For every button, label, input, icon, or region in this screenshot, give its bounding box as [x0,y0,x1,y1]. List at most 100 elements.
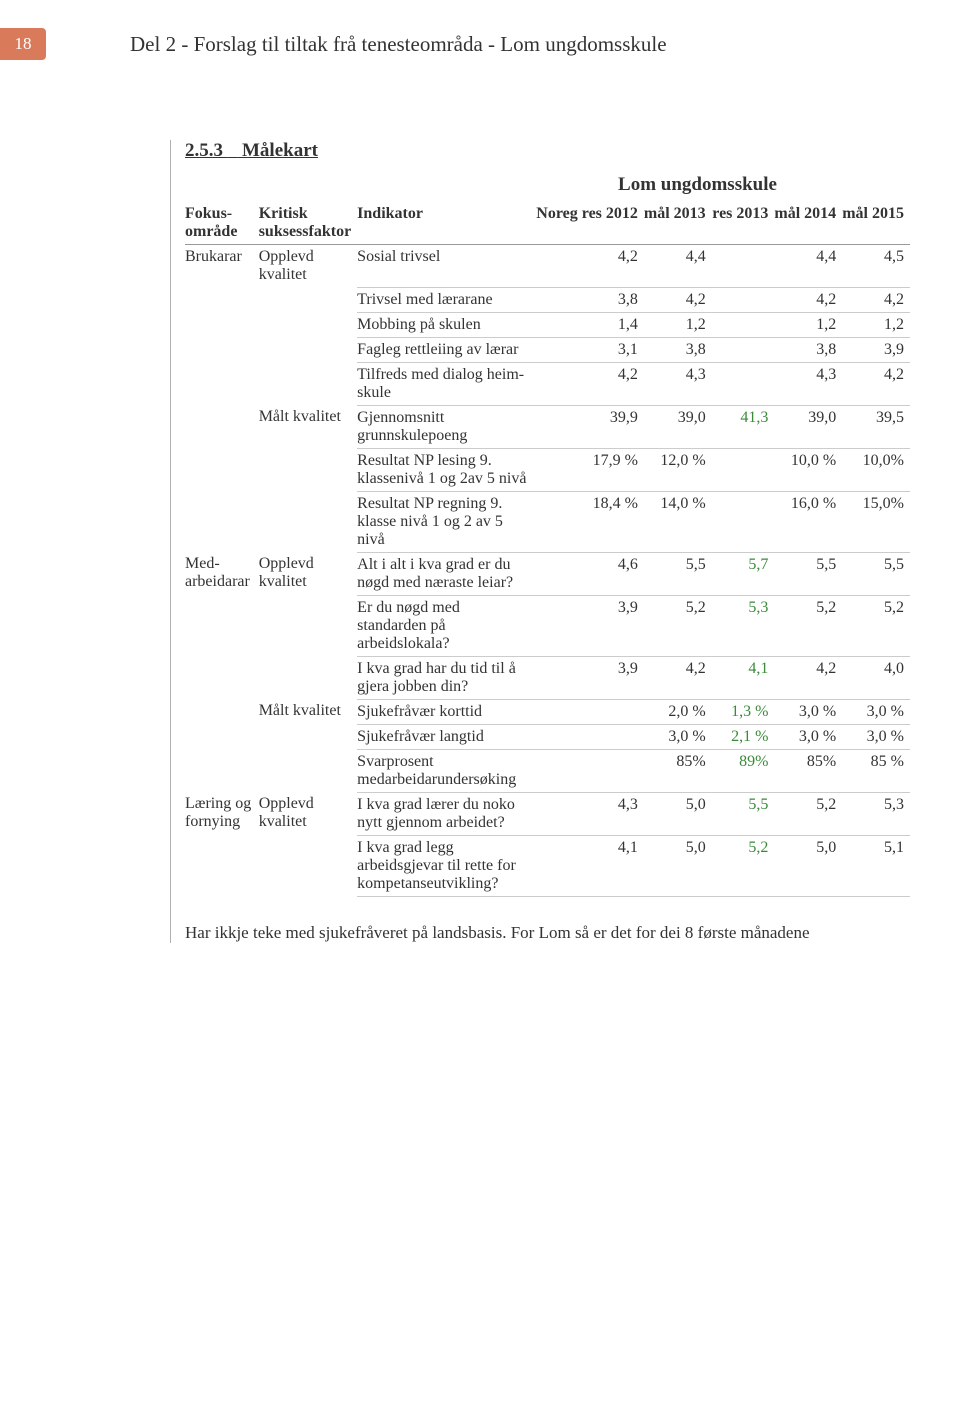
cell-value: 3,9 [842,337,910,362]
cell-kritisk: Opplevd kvalitet [259,552,357,595]
cell-value [536,724,644,749]
cell-value: 3,8 [644,337,712,362]
cell-kritisk: Målt kvalitet [259,699,357,724]
cell-kritisk: Opplevd kvalitet [259,792,357,835]
table-row: Med-arbeidararOpplevd kvalitetAlt i alt … [185,552,910,595]
cell-fokus [185,491,259,552]
table-body: BrukararOpplevd kvalitetSosial trivsel4,… [185,245,910,897]
page-header-title: Del 2 - Forslag til tiltak frå tenesteom… [130,32,667,57]
cell-indikator: I kva grad lærer du noko nytt gjennom ar… [357,792,536,835]
cell-value: 5,1 [842,835,910,896]
cell-value: 85 % [842,749,910,792]
cell-value: 4,0 [842,656,910,699]
section-title: Målekart [242,140,318,161]
table-row: Mobbing på skulen1,41,21,21,2 [185,312,910,337]
col-mal2013: mål 2013 [644,202,712,245]
cell-value: 4,4 [644,245,712,288]
cell-value: 1,4 [536,312,644,337]
cell-fokus: Brukarar [185,245,259,288]
cell-value: 5,5 [712,792,775,835]
cell-value: 5,3 [712,595,775,656]
cell-fokus [185,749,259,792]
cell-value [712,448,775,491]
cell-value: 4,2 [774,287,842,312]
cell-fokus [185,699,259,724]
cell-indikator: Trivsel med lærarane [357,287,536,312]
cell-kritisk: Opplevd kvalitet [259,245,357,288]
cell-value: 1,2 [842,312,910,337]
footer-note: Har ikkje teke med sjukefråveret på land… [185,923,910,943]
cell-fokus: Med-arbeidarar [185,552,259,595]
col-noreg: Noreg res 2012 [536,202,644,245]
cell-value: 89% [712,749,775,792]
page-number-tab: 18 [0,28,46,60]
cell-value: 3,8 [536,287,644,312]
cell-value [536,699,644,724]
cell-value: 1,3 % [712,699,775,724]
cell-value: 4,3 [644,362,712,405]
cell-indikator: Alt i alt i kva grad er du nøgd med næra… [357,552,536,595]
cell-value: 10,0% [842,448,910,491]
cell-value: 5,3 [842,792,910,835]
cell-kritisk [259,491,357,552]
cell-kritisk [259,362,357,405]
table-row: BrukararOpplevd kvalitetSosial trivsel4,… [185,245,910,288]
col-indikator: Indikator [357,202,536,245]
cell-value: 3,8 [774,337,842,362]
table-row: Trivsel med lærarane3,84,24,24,2 [185,287,910,312]
cell-indikator: Sjukefråvær korttid [357,699,536,724]
cell-indikator: Resultat NP regning 9. klasse nivå 1 og … [357,491,536,552]
cell-value: 2,1 % [712,724,775,749]
cell-indikator: I kva grad har du tid til å gjera jobben… [357,656,536,699]
col-res2013: res 2013 [712,202,775,245]
cell-value: 3,0 % [774,724,842,749]
cell-indikator: Fagleg rettleiing av lærar [357,337,536,362]
cell-value: 1,2 [644,312,712,337]
col-mal2014: mål 2014 [774,202,842,245]
cell-value: 5,5 [774,552,842,595]
cell-value: 3,1 [536,337,644,362]
table-row: Sjukefråvær langtid3,0 %2,1 %3,0 %3,0 % [185,724,910,749]
table-row: Tilfreds med dialog heim-skule4,24,34,34… [185,362,910,405]
cell-indikator: Mobbing på skulen [357,312,536,337]
cell-value: 4,2 [842,362,910,405]
section-heading: 2.5.3 Målekart [185,140,910,162]
cell-value: 2,0 % [644,699,712,724]
cell-kritisk [259,287,357,312]
cell-value: 3,0 % [774,699,842,724]
cell-value: 5,2 [712,835,775,896]
cell-value: 39,0 [644,405,712,448]
cell-value [712,245,775,288]
cell-fokus [185,405,259,448]
col-fokus: Fokus-område [185,202,259,245]
cell-value: 16,0 % [774,491,842,552]
table-supertitle: Lom ungdomsskule [485,174,910,196]
cell-fokus [185,287,259,312]
cell-fokus [185,312,259,337]
content-region: 2.5.3 Målekart Lom ungdomsskule Fokus-om… [170,140,910,943]
cell-indikator: Resultat NP lesing 9. klassenivå 1 og 2a… [357,448,536,491]
cell-value: 85% [644,749,712,792]
cell-value: 5,0 [644,792,712,835]
cell-value: 4,1 [712,656,775,699]
cell-value: 17,9 % [536,448,644,491]
cell-kritisk: Målt kvalitet [259,405,357,448]
table-row: Er du nøgd med standarden på arbeidsloka… [185,595,910,656]
cell-value: 18,4 % [536,491,644,552]
cell-value: 3,9 [536,656,644,699]
cell-indikator: Er du nøgd med standarden på arbeidsloka… [357,595,536,656]
cell-fokus [185,835,259,896]
cell-kritisk [259,749,357,792]
cell-value: 3,0 % [842,699,910,724]
table-row: Resultat NP lesing 9. klassenivå 1 og 2a… [185,448,910,491]
col-kritisk: Kritisk suksessfaktor [259,202,357,245]
cell-value: 1,2 [774,312,842,337]
measure-table: Fokus-område Kritisk suksessfaktor Indik… [185,202,910,897]
cell-indikator: I kva grad legg arbeidsgjevar til rette … [357,835,536,896]
table-row: I kva grad legg arbeidsgjevar til rette … [185,835,910,896]
cell-kritisk [259,724,357,749]
cell-value: 5,0 [774,835,842,896]
cell-value: 14,0 % [644,491,712,552]
cell-fokus [185,595,259,656]
cell-value: 4,2 [842,287,910,312]
